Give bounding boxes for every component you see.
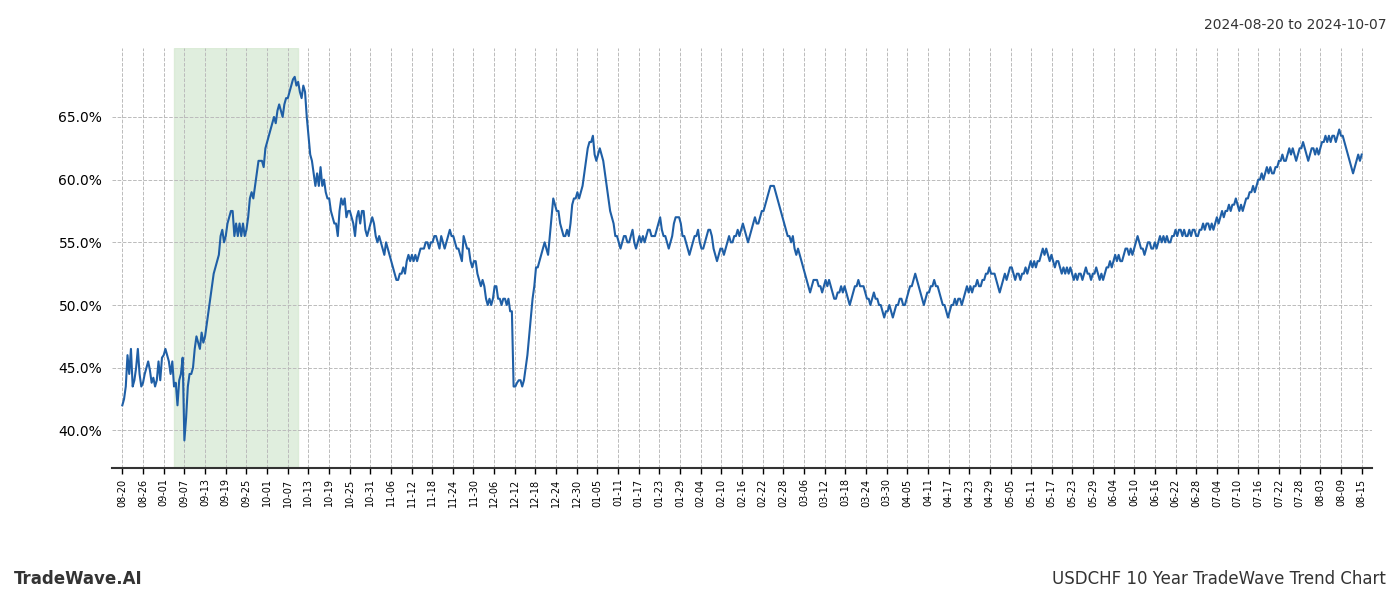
Text: USDCHF 10 Year TradeWave Trend Chart: USDCHF 10 Year TradeWave Trend Chart bbox=[1053, 570, 1386, 588]
Bar bbox=[174, 48, 298, 468]
Text: 2024-08-20 to 2024-10-07: 2024-08-20 to 2024-10-07 bbox=[1204, 18, 1386, 32]
Text: TradeWave.AI: TradeWave.AI bbox=[14, 570, 143, 588]
